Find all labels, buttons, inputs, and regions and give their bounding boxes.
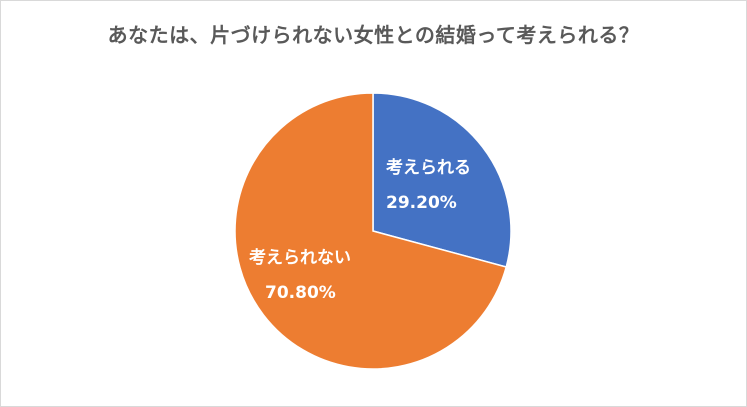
slice-label-disagree-value: 70.80% (265, 283, 336, 303)
slice-label-agree-value: 29.20% (386, 193, 457, 213)
pie-slice-agree (372, 92, 512, 268)
slice-label-agree-name: 考えられる (386, 158, 471, 178)
slice-label-disagree: 考えられない 70.80% (249, 241, 351, 311)
pie-slice-disagree (234, 92, 508, 370)
slice-label-agree: 考えられる 29.20% (386, 151, 471, 221)
slice-label-disagree-name: 考えられない (249, 248, 351, 268)
chart-title: あなたは、片づけられない女性との結婚って考えられる？ (107, 23, 640, 47)
